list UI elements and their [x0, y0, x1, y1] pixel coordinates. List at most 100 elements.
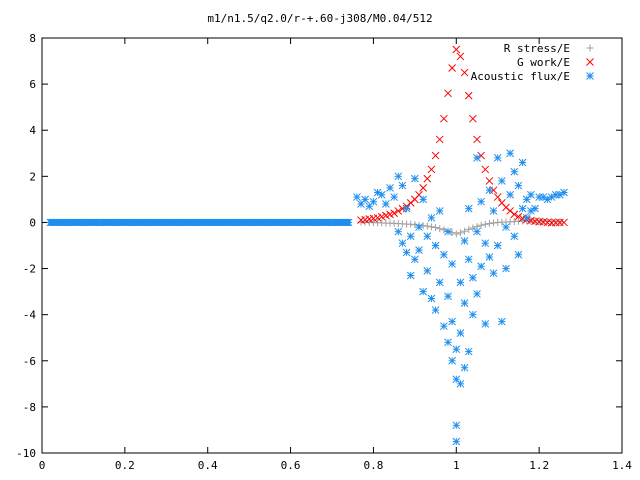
- data-point: [477, 262, 485, 271]
- x-axis-ticks: 0 0.2 0.4 0.6 0.8 1 1.2 1.4: [39, 38, 632, 472]
- data-point: [63, 218, 71, 227]
- series-2: [46, 149, 568, 446]
- data-point: [506, 149, 514, 158]
- data-point: [464, 347, 473, 356]
- data-point: [382, 200, 390, 208]
- data-point: [411, 255, 419, 264]
- data-point: [398, 239, 407, 248]
- data-point: [444, 89, 452, 98]
- x-tick-label: 0.6: [281, 459, 301, 472]
- data-point: [427, 223, 435, 231]
- data-point: [295, 218, 303, 227]
- data-point: [456, 379, 465, 388]
- data-point: [560, 218, 568, 227]
- data-point: [394, 227, 403, 236]
- data-point: [456, 229, 464, 237]
- data-point: [531, 204, 539, 213]
- x-tick-label: 0.8: [363, 459, 383, 472]
- data-point: [473, 290, 481, 298]
- y-tick-label: 6: [29, 78, 36, 91]
- y-tick-label: 8: [29, 32, 36, 45]
- data-point: [485, 177, 494, 185]
- data-point: [440, 250, 448, 259]
- y-tick-label: 0: [29, 216, 36, 229]
- x-tick-label: 0.2: [115, 459, 135, 472]
- data-point: [390, 209, 398, 218]
- data-point: [493, 193, 502, 201]
- data-point: [448, 64, 456, 72]
- data-point: [278, 218, 287, 227]
- data-point: [328, 218, 336, 227]
- data-point: [502, 264, 510, 273]
- data-point: [195, 218, 204, 227]
- y-tick-label: -6: [23, 355, 36, 368]
- data-point: [448, 356, 456, 365]
- data-point: [456, 52, 465, 61]
- data-point: [377, 190, 386, 199]
- series-layer: [46, 45, 568, 446]
- y-tick-label: 2: [29, 170, 36, 183]
- data-point: [456, 329, 465, 337]
- data-point: [402, 248, 411, 257]
- data-point: [469, 273, 477, 282]
- data-point: [481, 220, 489, 228]
- data-point: [344, 218, 353, 227]
- data-point: [245, 218, 253, 227]
- data-point: [465, 225, 473, 233]
- y-tick-label: -10: [16, 447, 36, 460]
- data-point: [460, 237, 469, 245]
- data-point: [419, 195, 427, 204]
- data-point: [440, 114, 448, 123]
- data-point: [427, 213, 436, 222]
- data-point: [469, 310, 477, 319]
- data-point: [394, 172, 403, 181]
- x-tick-label: 1.4: [612, 459, 632, 472]
- data-point: [510, 232, 519, 241]
- data-point: [461, 227, 469, 235]
- data-point: [448, 260, 456, 268]
- data-point: [431, 306, 440, 314]
- legend-label: Acoustic flux/E: [471, 70, 570, 83]
- data-point: [427, 294, 436, 303]
- data-point: [179, 218, 187, 227]
- data-point: [469, 224, 477, 232]
- data-point: [112, 218, 121, 227]
- chart-title: m1/n1.5/q2.0/r-+.60-j308/M0.04/512: [207, 12, 432, 25]
- data-point: [477, 197, 485, 206]
- legend-marker: [586, 72, 594, 80]
- data-point: [96, 218, 104, 227]
- data-point: [452, 230, 460, 238]
- y-tick-label: -4: [23, 309, 37, 322]
- data-point: [460, 68, 469, 77]
- data-point: [402, 204, 411, 213]
- data-point: [435, 278, 444, 287]
- data-point: [456, 278, 465, 287]
- data-point: [415, 223, 423, 231]
- data-point: [481, 165, 490, 174]
- x-tick-label: 1.2: [529, 459, 549, 472]
- data-point: [510, 210, 519, 219]
- data-point: [469, 114, 477, 123]
- data-point: [431, 151, 440, 160]
- data-point: [386, 184, 394, 192]
- data-point: [485, 186, 494, 195]
- data-point: [444, 292, 452, 301]
- data-point: [510, 167, 519, 176]
- data-point: [527, 190, 535, 199]
- data-point: [485, 220, 493, 228]
- data-point: [423, 174, 432, 183]
- y-tick-label: -2: [23, 263, 36, 276]
- data-point: [406, 271, 415, 280]
- data-point: [498, 317, 506, 326]
- data-point: [464, 91, 473, 100]
- data-point: [79, 218, 88, 227]
- data-point: [464, 204, 473, 213]
- data-point: [261, 218, 270, 227]
- data-point: [518, 158, 527, 167]
- data-point: [460, 299, 469, 307]
- data-point: [489, 269, 498, 278]
- data-point: [427, 165, 436, 174]
- data-point: [514, 212, 523, 221]
- data-point: [448, 317, 456, 326]
- data-point: [481, 320, 490, 328]
